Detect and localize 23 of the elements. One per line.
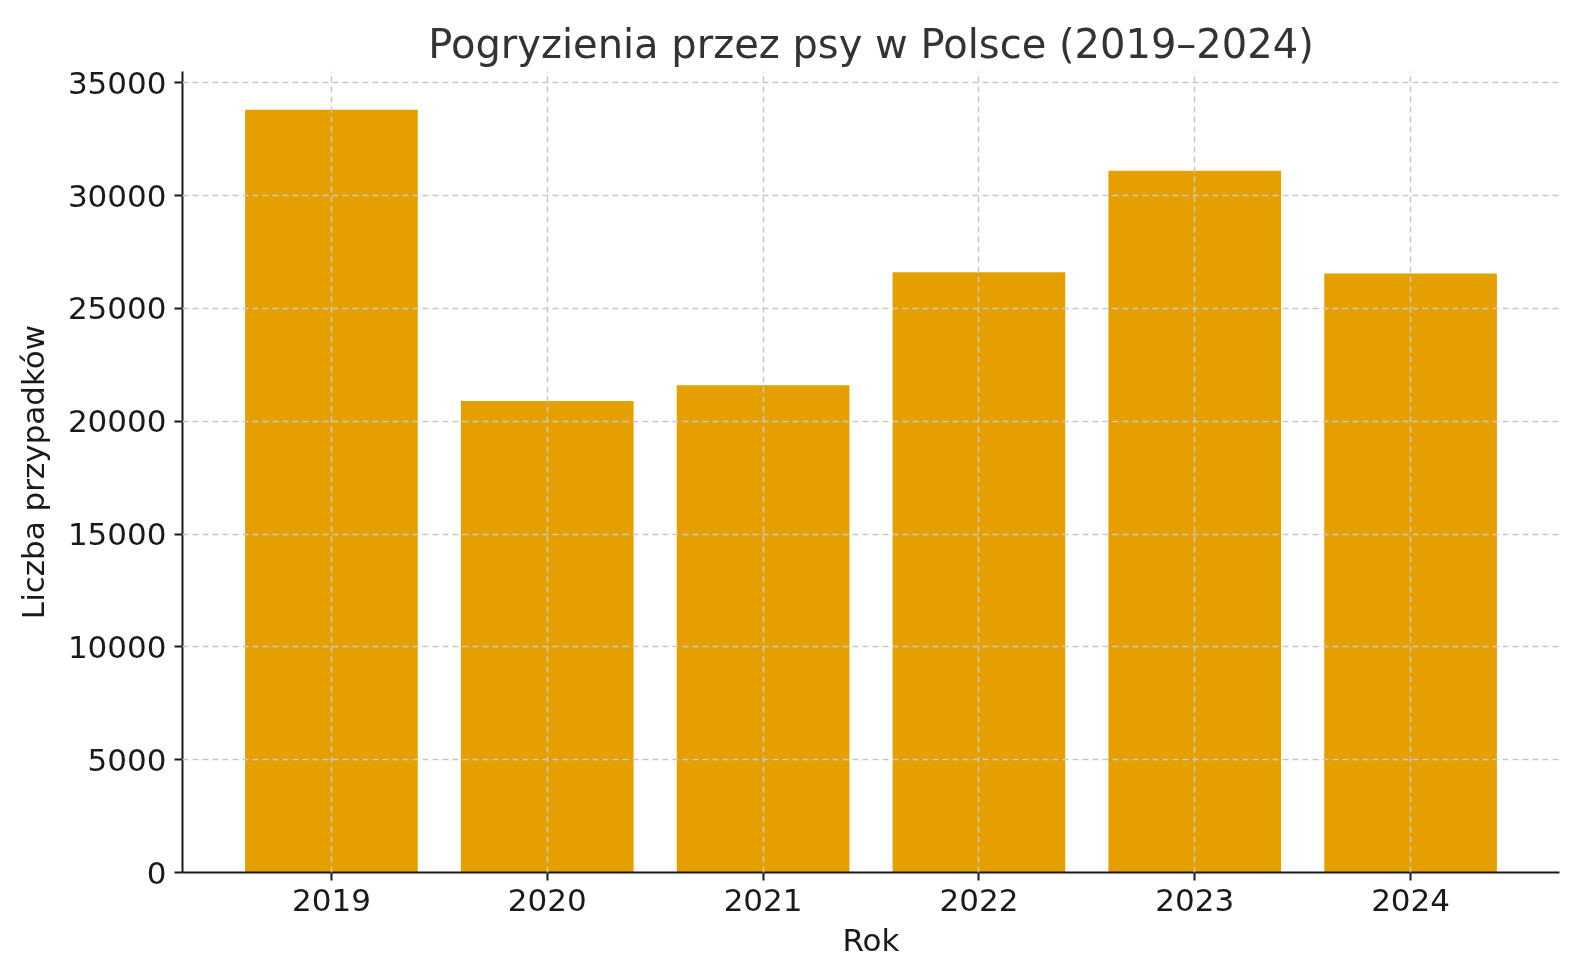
bar — [245, 109, 418, 873]
y-tick-label: 35000 — [67, 64, 167, 101]
y-tick-label: 5000 — [87, 741, 167, 778]
x-tick-label: 2023 — [1155, 881, 1235, 918]
y-tick-label: 0 — [146, 854, 167, 891]
x-tick-label: 2020 — [507, 881, 587, 918]
x-axis-title: Rok — [842, 921, 900, 958]
y-tick-label: 15000 — [67, 516, 167, 553]
x-tick-label: 2021 — [723, 881, 803, 918]
x-tick-label: 2022 — [939, 881, 1019, 918]
y-tick-label: 20000 — [67, 403, 167, 440]
bar — [1324, 273, 1497, 873]
x-tick-label: 2019 — [291, 881, 371, 918]
y-tick-label: 30000 — [67, 177, 167, 214]
bar — [460, 400, 634, 873]
x-tick-label: 2024 — [1371, 881, 1451, 918]
y-tick-label: 10000 — [67, 628, 167, 665]
chart-title: Pogryzienia przez psy w Polsce (2019–2024) — [428, 20, 1314, 67]
bar — [892, 272, 1066, 873]
bar — [676, 385, 850, 873]
y-tick-label: 25000 — [67, 290, 167, 327]
y-axis-title: Liczba przypadków — [14, 324, 51, 620]
bar — [1108, 170, 1282, 873]
